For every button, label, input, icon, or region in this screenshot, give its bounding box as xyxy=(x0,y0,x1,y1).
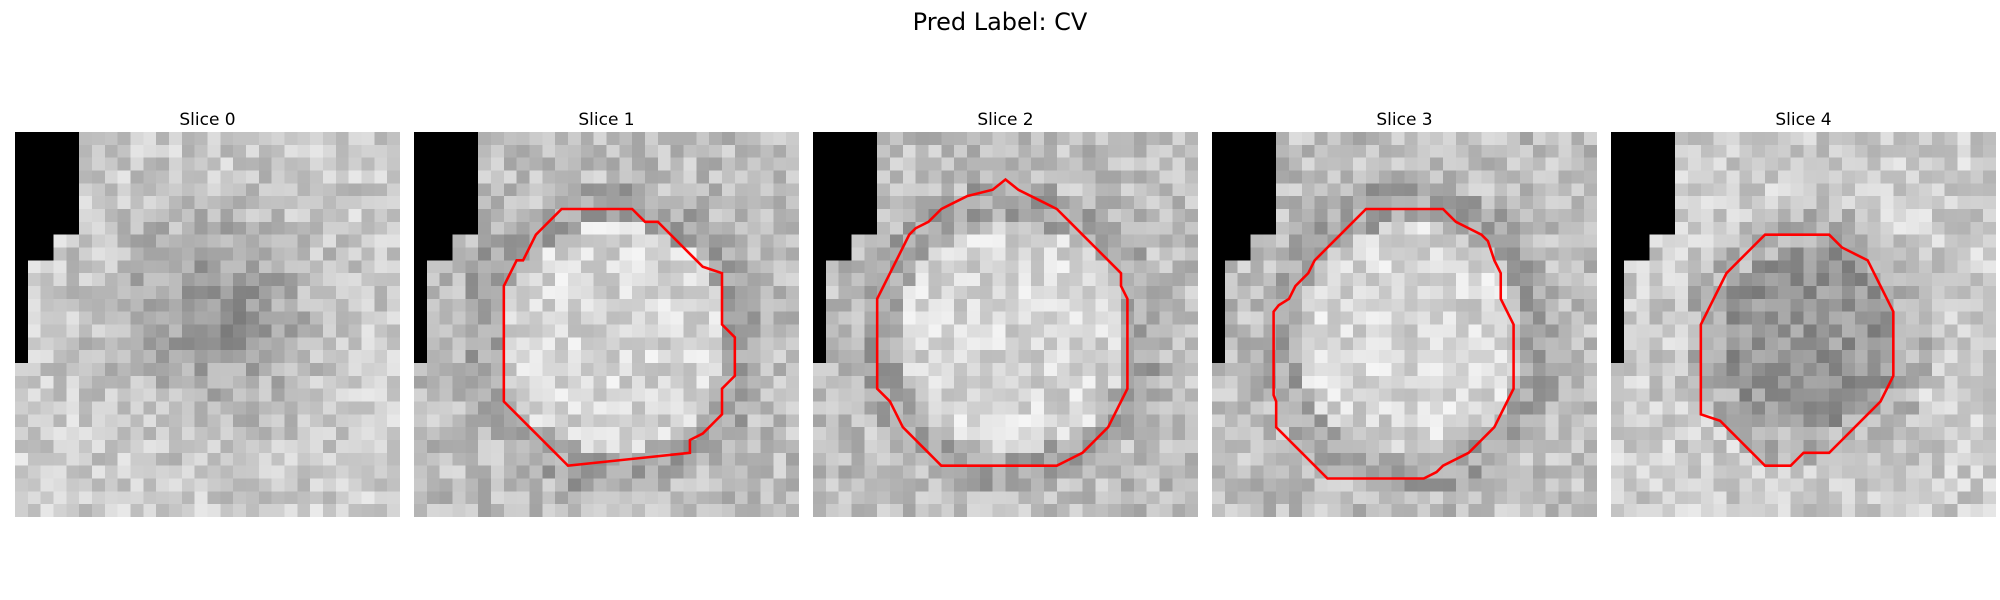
slice-image xyxy=(1611,132,1996,517)
slice-panel-1: Slice 1 xyxy=(414,108,799,520)
slice-panel-0: Slice 0 xyxy=(15,108,400,520)
slice-image xyxy=(414,132,799,517)
slice-title: Slice 4 xyxy=(1775,110,1832,130)
slice-title: Slice 3 xyxy=(1376,110,1433,130)
pixel-grid xyxy=(813,132,1198,517)
pixel-grid xyxy=(414,132,799,517)
pixel-grid xyxy=(15,132,400,517)
pixel-grid xyxy=(1611,132,1996,517)
prediction-contour xyxy=(875,177,1129,467)
prediction-contour xyxy=(502,207,737,468)
slice-title: Slice 2 xyxy=(977,110,1034,130)
prediction-contour xyxy=(1699,233,1895,467)
pixel-grid xyxy=(1212,132,1597,517)
figure-title: Pred Label: CV xyxy=(912,8,1088,36)
slice-panel-3: Slice 3 xyxy=(1212,108,1597,520)
prediction-contour xyxy=(1272,207,1515,480)
slice-panel-2: Slice 2 xyxy=(813,108,1198,520)
slice-image xyxy=(15,132,400,517)
slice-image xyxy=(813,132,1198,517)
slice-image xyxy=(1212,132,1597,517)
slice-title: Slice 0 xyxy=(179,110,236,130)
slice-title: Slice 1 xyxy=(578,110,635,130)
slice-panel-4: Slice 4 xyxy=(1611,108,1996,520)
